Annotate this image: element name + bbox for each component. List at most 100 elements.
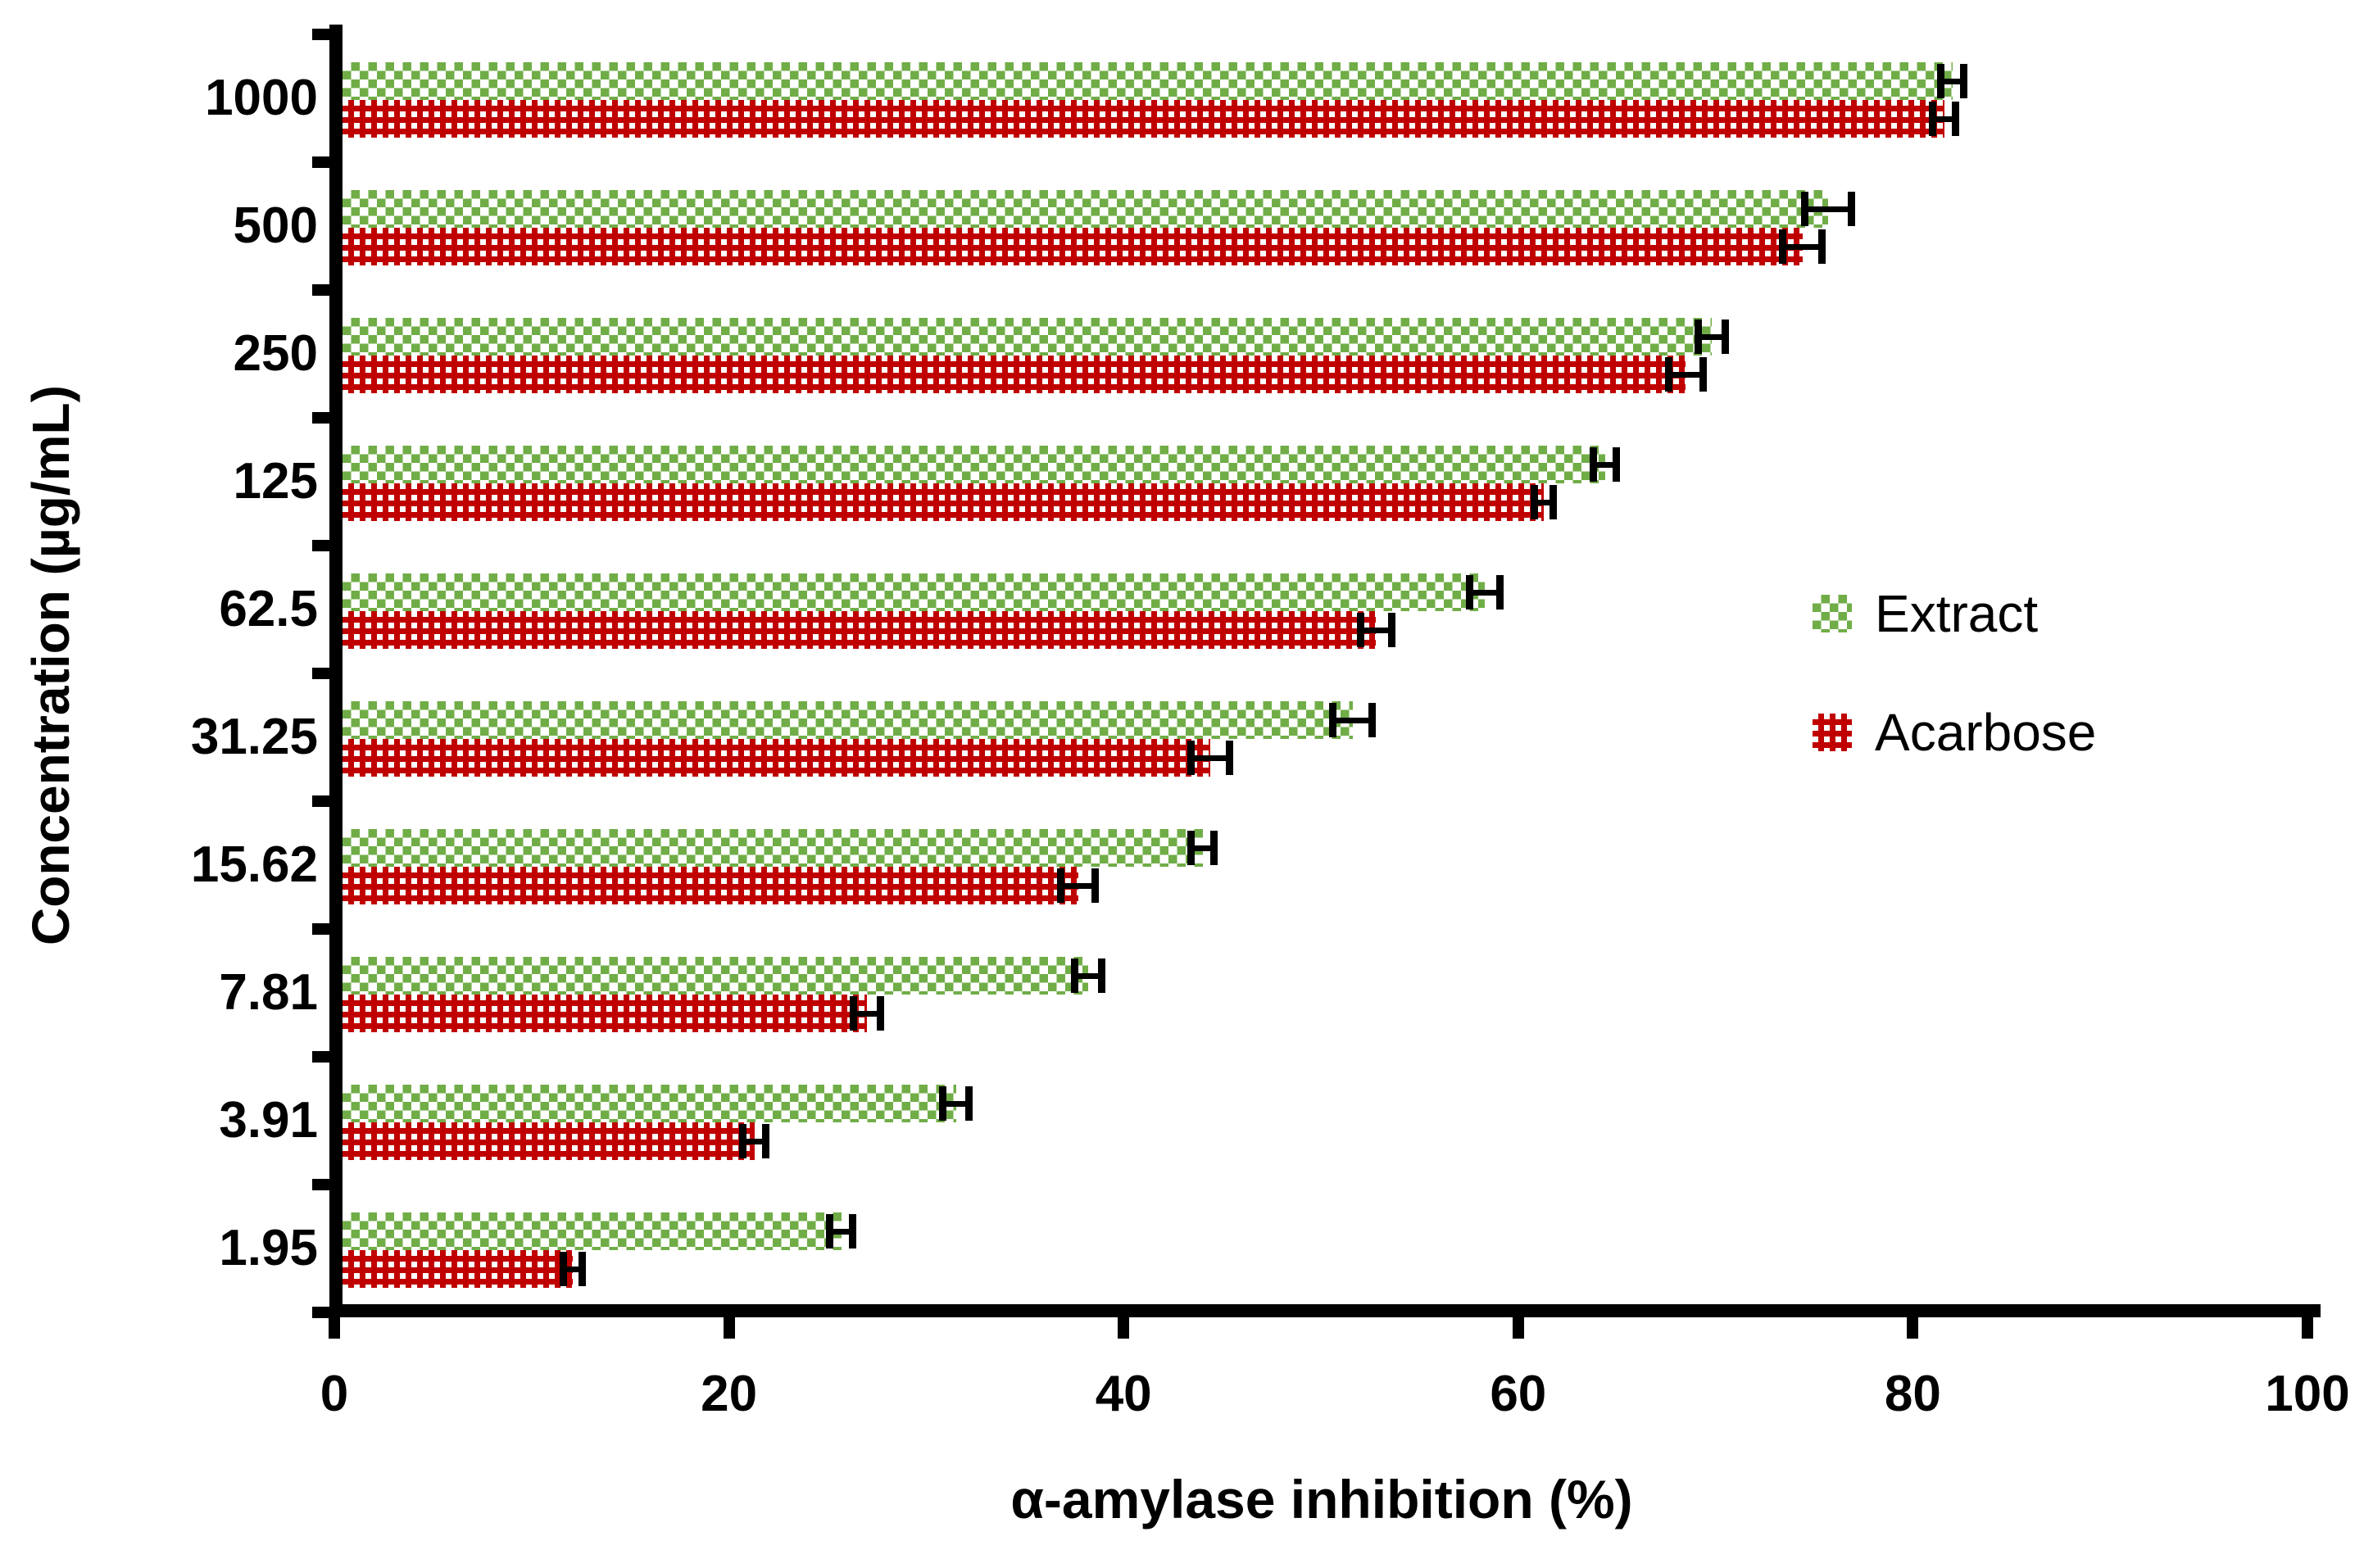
error-bar-cap-left (1531, 485, 1539, 519)
bar-extract-15.62 (343, 829, 1203, 867)
x-axis-tick (2302, 1317, 2313, 1339)
y-axis-tick (312, 668, 330, 679)
bar-acarbose-7.81 (343, 995, 868, 1032)
y-tick-label: 1000 (205, 70, 318, 126)
legend-item-acarbose: Acarbose (1813, 702, 2096, 763)
y-axis-tick (312, 923, 330, 935)
error-bar-cap-left (1664, 357, 1672, 392)
error-bar-cap-left (938, 1086, 946, 1121)
legend-swatch-extract-icon (1813, 595, 1852, 632)
error-bar-line (1468, 589, 1501, 596)
error-bar-cap-right (849, 1214, 857, 1249)
y-tick-label: 62.5 (219, 581, 318, 637)
error-bar-cap-left (1057, 868, 1065, 903)
y-tick-label: 31.25 (190, 709, 318, 765)
error-bar-line (1932, 116, 1957, 122)
error-bar-cap-right (1847, 192, 1855, 226)
y-axis-tick (312, 1051, 330, 1063)
y-tick-label: 15.62 (190, 836, 318, 893)
error-bar-cap-left (1187, 741, 1196, 775)
error-bar-line (829, 1228, 854, 1235)
error-bar-cap-left (560, 1252, 568, 1286)
error-bar-cap-right (877, 996, 885, 1031)
y-axis-tick (312, 540, 330, 551)
bar-acarbose-1.95 (343, 1250, 574, 1288)
error-bar-cap-left (1329, 703, 1337, 737)
error-bar-cap-left (739, 1124, 747, 1158)
y-axis-tick (312, 156, 330, 168)
error-bar-cap-right (1549, 485, 1558, 519)
x-tick-label: 60 (1490, 1366, 1547, 1422)
bar-extract-62.5 (343, 573, 1485, 611)
y-axis-tick (312, 795, 330, 807)
x-axis-tick (329, 1317, 340, 1339)
error-bar-cap-left (1937, 64, 1945, 98)
error-bar-line (1534, 499, 1554, 505)
x-tick-label: 20 (701, 1366, 758, 1422)
error-bar-cap-left (1779, 229, 1787, 264)
error-bar-line (1782, 243, 1822, 250)
bar-extract-500 (343, 190, 1828, 228)
error-bar-cap-right (1496, 575, 1504, 610)
x-axis-title: α-amylase inhibition (%) (1010, 1469, 1633, 1529)
y-tick-label: 250 (233, 325, 318, 382)
error-bar-line (1191, 755, 1231, 761)
error-bar-line (1804, 206, 1852, 212)
bar-extract-1.95 (343, 1212, 842, 1250)
error-bar-cap-left (1694, 319, 1702, 354)
y-axis-tick (312, 412, 330, 424)
error-bar-cap-left (1357, 613, 1365, 647)
error-bar-cap-left (1590, 447, 1598, 482)
y-tick-label: 7.81 (219, 964, 318, 1021)
bar-extract-125 (343, 446, 1605, 483)
error-bar-cap-left (1187, 831, 1196, 865)
bar-extract-7.81 (343, 957, 1088, 995)
error-bar-cap-right (1613, 447, 1621, 482)
error-bar-line (1593, 461, 1618, 468)
y-axis-tick (312, 1307, 330, 1318)
error-bar-line (1332, 717, 1373, 723)
bar-acarbose-250 (343, 356, 1686, 393)
error-bar-cap-left (1071, 958, 1078, 993)
error-bar-line (941, 1100, 970, 1107)
error-bar-line (1697, 333, 1726, 340)
bar-extract-250 (343, 318, 1712, 356)
error-bar-cap-right (1817, 229, 1826, 264)
error-bar-cap-left (826, 1214, 834, 1249)
legend-label-acarbose: Acarbose (1875, 703, 2097, 762)
x-axis-tick (1907, 1317, 1919, 1339)
y-tick-label: 125 (233, 453, 318, 510)
y-tick-label: 1.95 (219, 1220, 318, 1276)
legend-swatch-acarbose-icon (1813, 714, 1852, 751)
error-bar-cap-right (1952, 102, 1960, 136)
x-axis-spine (329, 1304, 2321, 1317)
error-bar-line (1060, 882, 1096, 889)
error-bar-cap-left (1465, 575, 1473, 610)
bar-acarbose-15.62 (343, 867, 1078, 904)
error-bar-line (1940, 78, 1964, 84)
x-tick-label: 80 (1884, 1366, 1941, 1422)
error-bar-cap-right (1226, 741, 1234, 775)
bar-acarbose-500 (343, 228, 1803, 265)
error-bar-cap-right (1209, 831, 1218, 865)
error-bar-cap-right (1960, 64, 1967, 98)
y-tick-label: 3.91 (219, 1092, 318, 1149)
bar-extract-1000 (343, 62, 1953, 100)
legend-item-extract: Extract (1813, 583, 2038, 644)
error-bar-line (742, 1138, 767, 1144)
error-bar-cap-right (1699, 357, 1708, 392)
error-bar-line (563, 1266, 583, 1272)
x-axis-tick (723, 1317, 735, 1339)
error-bar-cap-left (1929, 102, 1937, 136)
y-axis-tick (312, 284, 330, 296)
bar-acarbose-125 (343, 483, 1545, 521)
y-axis-tick (312, 1179, 330, 1190)
error-bar-cap-right (762, 1124, 770, 1158)
error-bar-cap-right (1091, 868, 1100, 903)
error-bar-line (1667, 371, 1704, 378)
x-tick-label: 40 (1095, 1366, 1152, 1422)
error-bar-cap-right (1721, 319, 1729, 354)
error-bar-cap-right (1097, 958, 1105, 993)
